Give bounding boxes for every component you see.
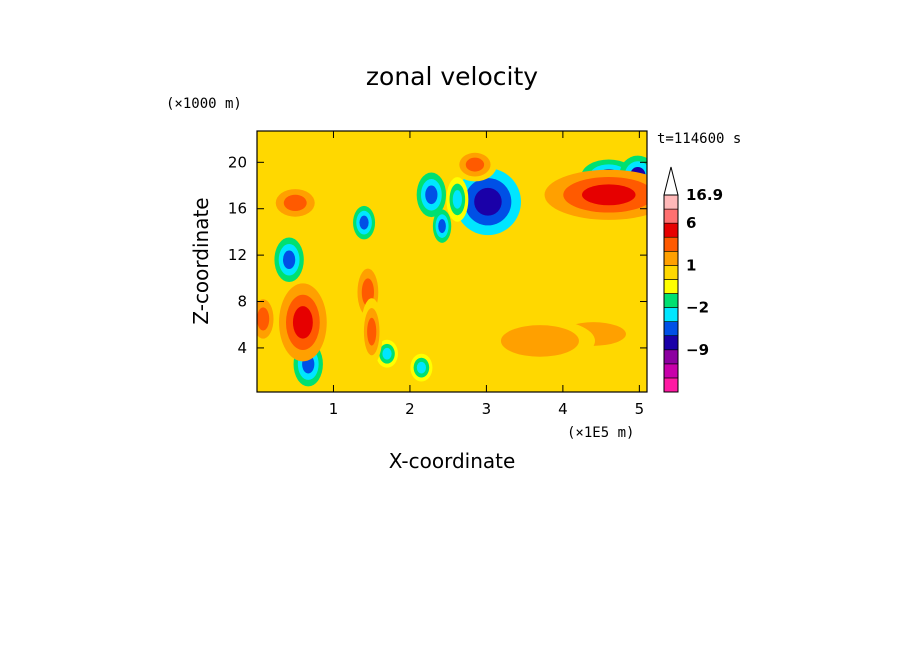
colorbar-band — [663, 335, 679, 351]
colorbar-band — [663, 236, 679, 252]
colorbar-band — [663, 321, 679, 337]
field-feature — [452, 190, 462, 209]
chart-title: zonal velocity — [366, 62, 538, 91]
time-label: t=114600 s — [657, 131, 741, 147]
field-feature — [283, 194, 307, 212]
x-axis-label: X-coordinate — [389, 449, 516, 473]
y-axis: 4 8 12 16 20 — [228, 153, 647, 357]
y-tick-label: 12 — [228, 246, 247, 264]
field-feature — [474, 187, 502, 216]
field-feature — [582, 184, 636, 206]
y-units-label: (×1000 m) — [166, 96, 242, 112]
colorbar-label: 1 — [686, 256, 696, 274]
x-tick-label: 2 — [405, 400, 415, 418]
colorbar-label: 6 — [686, 214, 696, 232]
colorbar-band — [663, 293, 679, 308]
field-feature — [359, 215, 369, 230]
field-feature — [292, 306, 313, 339]
colorbar-band — [663, 250, 679, 266]
colorbar-band — [663, 279, 679, 294]
field-feature — [283, 250, 296, 270]
colorbar-band — [663, 363, 679, 379]
x-tick-label: 4 — [558, 400, 568, 418]
y-tick-label: 4 — [237, 339, 247, 357]
y-tick-label: 8 — [237, 293, 247, 311]
y-tick-label: 20 — [228, 153, 247, 171]
y-tick-label: 16 — [228, 200, 247, 218]
colorbar-label: 16.9 — [686, 186, 723, 204]
field-feature — [465, 157, 485, 172]
x-axis: 1 2 3 4 5 — [329, 131, 644, 418]
y-axis-label: Z-coordinate — [189, 197, 213, 324]
colorbar: 16.9 6 1 −2 −9 — [663, 166, 723, 393]
x-units-label: (×1E5 m) — [567, 425, 634, 441]
x-tick-label: 1 — [329, 400, 339, 418]
plot-frame — [256, 130, 648, 393]
x-tick-label: 3 — [482, 400, 492, 418]
field-feature — [367, 317, 377, 346]
colorbar-band — [663, 222, 679, 238]
field-feature — [257, 307, 270, 331]
colorbar-band — [663, 349, 679, 365]
colorbar-label: −2 — [686, 299, 709, 317]
colorbar-label: −9 — [686, 341, 709, 359]
colorbar-band — [663, 194, 679, 210]
colorbar-band — [663, 307, 679, 322]
colorbar-band — [663, 265, 679, 280]
field-feature — [517, 331, 563, 351]
colorbar-band — [663, 377, 679, 393]
colorbar-frame — [663, 194, 679, 393]
x-tick-label: 5 — [635, 400, 645, 418]
field-feature — [416, 361, 427, 374]
colorbar-extend-triangle — [663, 166, 679, 196]
colorbar-band — [663, 208, 679, 224]
field-feature — [382, 347, 392, 360]
plot-area — [257, 131, 647, 392]
field-feature — [425, 185, 438, 205]
field-feature — [438, 219, 446, 234]
